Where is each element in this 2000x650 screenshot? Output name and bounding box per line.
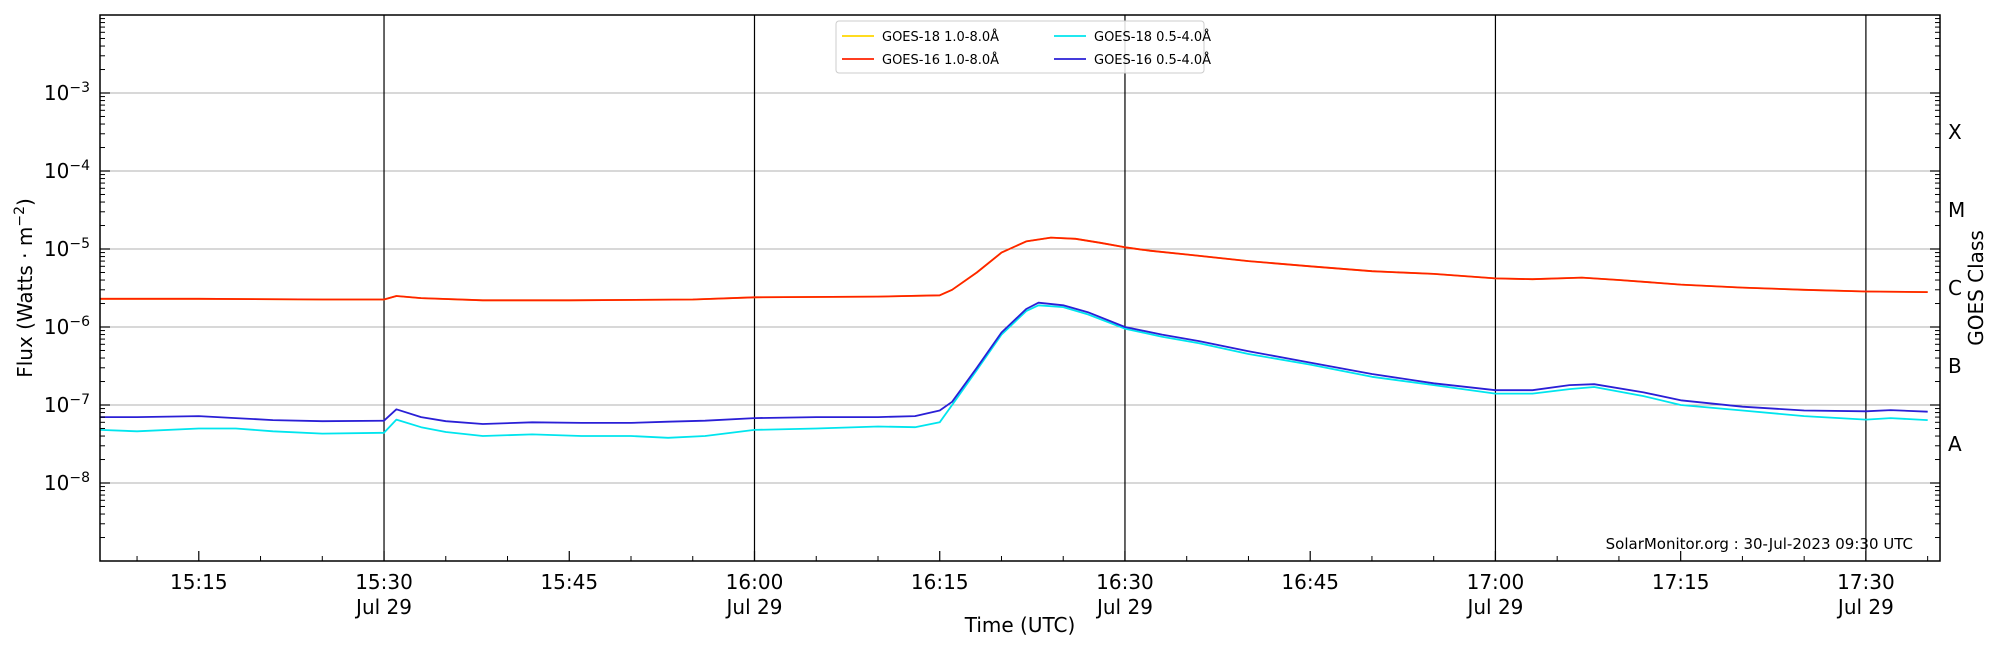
series-lines [99,236,1928,439]
x-tick-label: 15:15 [170,570,228,594]
grid-lines [100,92,1940,484]
legend-label: GOES-16 0.5-4.0Å [1094,52,1211,68]
watermark-text: SolarMonitor.org : 30-Jul-2023 09:30 UTC [1606,535,1913,553]
x-tick-label: 16:30 [1096,570,1154,594]
goes-class-label: C [1948,276,1962,300]
y-tick-label: 10−7 [44,392,90,417]
x-tick-date-label: Jul 29 [1095,595,1153,619]
y-axis: 10−8 10−7 10−6 10−5 10−4 10−3 [44,18,1940,539]
time-marker-lines [383,15,1867,561]
y-tick-label: 10−4 [44,158,90,183]
y-axis-title: Flux (Watts · m−2) [12,198,37,378]
y-tick-label: 10−5 [44,236,90,261]
x-tick-label: 15:45 [540,570,598,594]
series-line-4 [100,301,1928,425]
y-tick-label: 10−3 [44,80,90,105]
goes-class-label: M [1948,198,1965,222]
series-line-2 [100,236,1928,302]
goes-class-axis-title: GOES Class [1964,230,1988,346]
goes-class-label: B [1948,354,1962,378]
legend: GOES-18 1.0-8.0Å GOES-16 1.0-8.0Å GOES-18 … [835,20,1211,74]
plot-frame [99,14,1941,562]
x-tick-date-label: Jul 29 [1465,595,1523,619]
legend-label: GOES-18 1.0-8.0Å [882,29,999,45]
x-tick-label: 16:00 [726,570,784,594]
legend-label: GOES-18 0.5-4.0Å [1094,29,1211,45]
x-tick-label: 15:30 [355,570,413,594]
x-tick-label: 17:15 [1652,570,1710,594]
legend-label: GOES-16 1.0-8.0Å [882,52,999,68]
goes-class-label: A [1948,432,1962,456]
series-line-3 [99,304,1928,439]
goes-class-label: X [1948,120,1962,144]
x-tick-date-label: Jul 29 [354,595,412,619]
y-tick-label: 10−8 [44,470,90,495]
y-tick-label: 10−6 [44,314,90,339]
x-tick-label: 16:15 [911,570,969,594]
x-tick-date-label: Jul 29 [725,595,783,619]
x-tick-label: 17:00 [1467,570,1525,594]
legend-box [835,20,1205,74]
x-tick-label: 16:45 [1281,570,1339,594]
x-tick-date-label: Jul 29 [1836,595,1894,619]
goes-class-axis: A B C M X [1948,120,1965,456]
x-axis-title: Time (UTC) [964,613,1076,637]
x-tick-label: 17:30 [1837,570,1895,594]
